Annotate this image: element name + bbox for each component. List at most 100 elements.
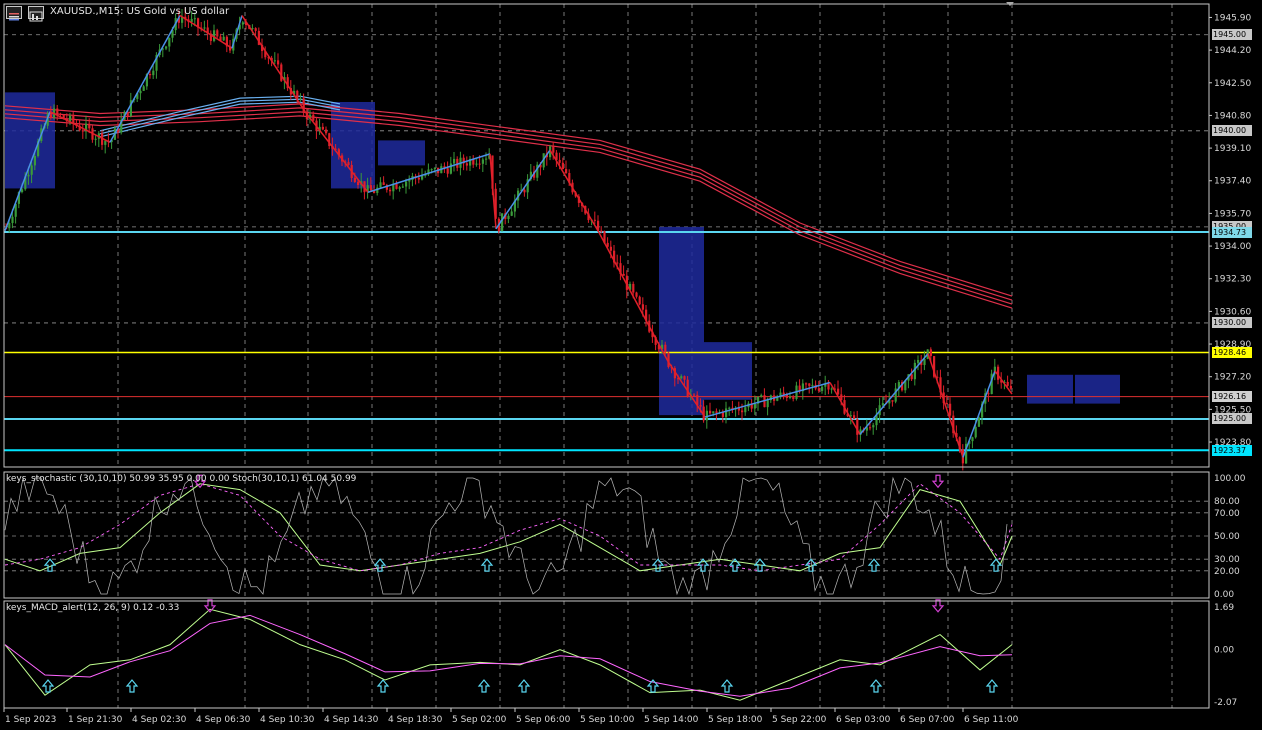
price-badge: 1940.00 xyxy=(1212,125,1252,137)
zigzag-segment xyxy=(109,15,181,143)
time-tick-label: 6 Sep 07:00 xyxy=(900,715,955,725)
time-tick-label: 5 Sep 06:00 xyxy=(516,715,571,725)
candle-body xyxy=(337,149,340,156)
candle-body xyxy=(987,393,990,395)
candle-body xyxy=(369,185,372,191)
candle-body xyxy=(17,192,20,204)
candle-body xyxy=(478,163,481,165)
stoch-down-arrow-icon xyxy=(193,474,207,489)
stoch-level-label: 0.00 xyxy=(1214,590,1234,600)
candle-body xyxy=(152,70,155,76)
candle-body xyxy=(398,187,401,189)
candle-body xyxy=(238,24,241,30)
candle-body xyxy=(328,133,331,147)
candle-body xyxy=(744,407,747,413)
candle-body xyxy=(510,211,513,216)
candle-body xyxy=(715,411,718,413)
candle-body xyxy=(526,179,529,193)
macd-up-arrow-icon xyxy=(41,679,55,693)
candle-body xyxy=(974,426,977,438)
candle-body xyxy=(693,394,696,396)
candle-body xyxy=(49,114,52,118)
bar-chart-icon[interactable] xyxy=(6,6,22,21)
candle-body xyxy=(267,57,270,59)
candle-body xyxy=(309,114,312,119)
macd-level-label: 1.69 xyxy=(1214,603,1234,613)
candle-body xyxy=(971,437,974,442)
candle-body xyxy=(424,174,427,176)
ma-line-blue xyxy=(99,101,341,138)
candle-body xyxy=(366,185,369,193)
time-tick-label: 4 Sep 02:30 xyxy=(132,715,187,725)
time-tick-label: 5 Sep 14:00 xyxy=(644,715,699,725)
candle-body xyxy=(27,174,30,177)
stochastic-label: keys_stochastic (30,10,10) 50.99 35.95 0… xyxy=(6,474,357,484)
candle-body xyxy=(696,394,699,406)
candle-body xyxy=(552,146,555,153)
candle-body xyxy=(142,86,145,91)
candle-body xyxy=(910,374,913,380)
candle-body xyxy=(945,403,948,405)
candle-body xyxy=(30,165,33,175)
frames xyxy=(3,2,1210,709)
candle-body xyxy=(318,126,321,132)
candle-body xyxy=(280,64,283,81)
time-tick-label: 5 Sep 10:00 xyxy=(580,715,635,725)
time-tick-label: 4 Sep 18:30 xyxy=(388,715,443,725)
time-axis: 1 Sep 2023 1 Sep 21:30 4 Sep 02:30 4 Sep 06… xyxy=(3,708,1019,725)
candle-body xyxy=(894,388,897,402)
candle-body xyxy=(11,216,14,224)
zigzag-segment xyxy=(667,360,706,418)
price-badge: 1934.73 xyxy=(1212,226,1252,238)
stoch-up-arrow-icon xyxy=(696,558,710,572)
candle-body xyxy=(990,373,993,395)
candle-body xyxy=(616,262,619,264)
candle-body xyxy=(753,403,756,409)
price-badge: 1930.00 xyxy=(1212,317,1252,329)
time-tick-label: 4 Sep 10:30 xyxy=(260,715,315,725)
price-badge: 1925.00 xyxy=(1212,413,1252,425)
candle-body xyxy=(33,155,36,166)
candle-body xyxy=(449,163,452,174)
panel-frame xyxy=(3,600,1210,709)
candle-body xyxy=(446,168,449,174)
candle-body xyxy=(558,159,561,163)
candle-body xyxy=(597,220,600,231)
window-icon[interactable] xyxy=(28,6,44,22)
candle-body xyxy=(299,98,302,100)
candle-body xyxy=(657,344,660,350)
candle-body xyxy=(302,98,305,112)
candle-body xyxy=(981,403,984,418)
candle-body xyxy=(673,368,676,379)
stoch-up-arrow-icon xyxy=(373,558,387,572)
panel-frame xyxy=(3,471,1210,599)
candle-body xyxy=(638,296,641,305)
candle-body xyxy=(59,113,62,115)
candle-body xyxy=(955,433,958,438)
candle-body xyxy=(181,16,184,23)
candle-body xyxy=(257,30,260,45)
candle-body xyxy=(462,157,465,164)
macd-up-arrow-icon xyxy=(869,679,883,693)
ma-line xyxy=(4,115,1013,309)
candle-body xyxy=(683,376,686,380)
stoch-up-arrow-icon xyxy=(867,558,881,572)
candle-body xyxy=(149,73,152,76)
horizontal-lines[interactable] xyxy=(4,231,1209,452)
candle-body xyxy=(593,219,596,221)
candle-body xyxy=(565,169,568,174)
price-badge: 1926.16 xyxy=(1212,391,1252,403)
candle-body xyxy=(241,22,244,25)
candle-body xyxy=(110,139,113,143)
candle-body xyxy=(529,171,532,180)
candle-body xyxy=(833,388,836,390)
stochastic-panel xyxy=(4,474,1013,596)
candle-body xyxy=(491,155,494,189)
candle-body xyxy=(830,388,833,390)
candle-body xyxy=(702,406,705,421)
stoch-level-label: 70.00 xyxy=(1214,509,1240,519)
candle-body xyxy=(680,376,683,379)
candle-body xyxy=(488,155,491,159)
candle-body xyxy=(389,189,392,192)
